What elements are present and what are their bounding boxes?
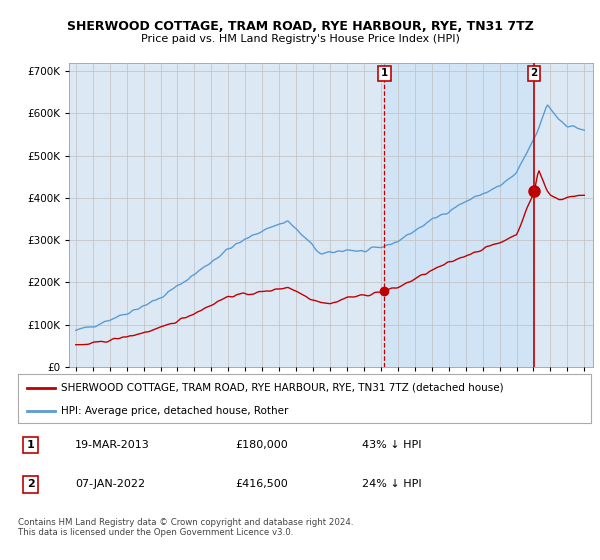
Text: 2: 2 [27,479,34,489]
Text: 2: 2 [530,68,538,78]
Text: Contains HM Land Registry data © Crown copyright and database right 2024.
This d: Contains HM Land Registry data © Crown c… [18,518,353,538]
Text: £180,000: £180,000 [236,440,289,450]
Text: 07-JAN-2022: 07-JAN-2022 [76,479,145,489]
Text: 24% ↓ HPI: 24% ↓ HPI [362,479,421,489]
Text: Price paid vs. HM Land Registry's House Price Index (HPI): Price paid vs. HM Land Registry's House … [140,34,460,44]
Text: 1: 1 [381,68,388,78]
Text: 19-MAR-2013: 19-MAR-2013 [76,440,150,450]
Text: SHERWOOD COTTAGE, TRAM ROAD, RYE HARBOUR, RYE, TN31 7TZ (detached house): SHERWOOD COTTAGE, TRAM ROAD, RYE HARBOUR… [61,382,503,393]
Bar [385,63,534,367]
Text: 43% ↓ HPI: 43% ↓ HPI [362,440,421,450]
Text: 1: 1 [27,440,34,450]
Text: SHERWOOD COTTAGE, TRAM ROAD, RYE HARBOUR, RYE, TN31 7TZ: SHERWOOD COTTAGE, TRAM ROAD, RYE HARBOUR… [67,20,533,32]
Text: HPI: Average price, detached house, Rother: HPI: Average price, detached house, Roth… [61,405,289,416]
Text: £416,500: £416,500 [236,479,289,489]
